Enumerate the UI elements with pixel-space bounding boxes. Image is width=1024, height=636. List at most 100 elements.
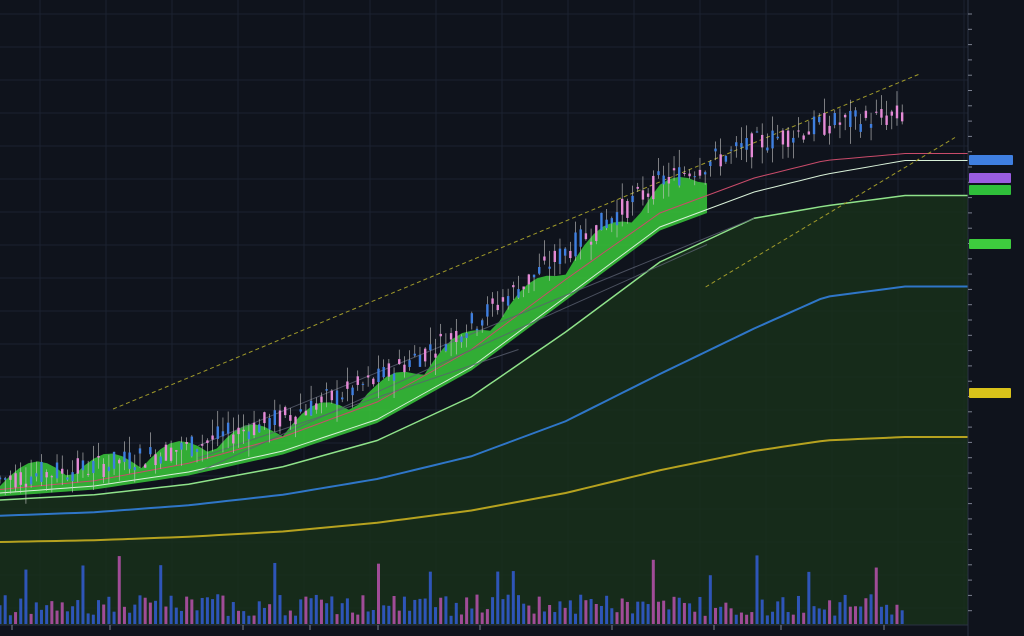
candle-body bbox=[491, 298, 494, 304]
candle-body bbox=[569, 250, 572, 259]
candle-body bbox=[24, 483, 28, 487]
candle-body bbox=[366, 375, 370, 378]
volume-bar bbox=[314, 594, 318, 624]
candle-body bbox=[631, 195, 634, 203]
candle-body bbox=[247, 431, 251, 440]
candle-body bbox=[71, 472, 74, 482]
volume-bar bbox=[480, 612, 484, 624]
volume-bar bbox=[221, 595, 225, 624]
volume-bar bbox=[485, 609, 489, 624]
candle-body bbox=[128, 452, 131, 469]
candle-body bbox=[558, 248, 562, 264]
volume-bar bbox=[848, 606, 852, 624]
candle-body bbox=[81, 460, 85, 471]
ma-50-line bbox=[0, 194, 968, 501]
ma-100-line bbox=[0, 285, 968, 517]
candle-body bbox=[584, 233, 588, 240]
candle-body bbox=[86, 473, 90, 475]
candle-body bbox=[864, 110, 868, 118]
cloud-layer bbox=[0, 176, 968, 625]
volume-bar bbox=[392, 595, 396, 624]
volume-bar bbox=[542, 611, 546, 624]
candle-body bbox=[283, 407, 287, 416]
candle-body bbox=[574, 232, 577, 257]
candle-body bbox=[216, 426, 219, 439]
candle-body bbox=[610, 218, 614, 224]
volume-bar bbox=[252, 615, 256, 624]
volume-bar bbox=[522, 603, 526, 624]
candle-body bbox=[766, 147, 769, 151]
volume-bar bbox=[563, 607, 567, 624]
candle-body bbox=[434, 353, 437, 358]
volume-bar bbox=[237, 610, 241, 624]
volume-bar bbox=[895, 604, 899, 624]
candle-body bbox=[693, 176, 696, 178]
candle-body bbox=[626, 201, 629, 218]
candle-body bbox=[351, 387, 354, 396]
volume-bar bbox=[537, 596, 541, 624]
price-tag-purple bbox=[969, 173, 1011, 183]
volume-bar bbox=[138, 595, 142, 624]
volume-bar bbox=[568, 600, 572, 624]
candle-body bbox=[553, 250, 556, 262]
candle-body bbox=[880, 109, 883, 118]
volume-bar bbox=[50, 601, 54, 624]
candle-body bbox=[885, 115, 888, 125]
candle-body bbox=[413, 353, 416, 356]
candle-body bbox=[600, 212, 603, 231]
candle-body bbox=[828, 125, 831, 134]
volume-bar bbox=[371, 609, 375, 624]
volume-bar bbox=[231, 602, 235, 624]
candle-body bbox=[890, 111, 894, 116]
time-axis[interactable] bbox=[11, 625, 885, 630]
candle-body bbox=[470, 313, 474, 324]
volume-bar bbox=[273, 562, 277, 624]
candle-body bbox=[361, 383, 365, 385]
candle-body bbox=[460, 336, 463, 343]
candle-body bbox=[771, 130, 774, 149]
volume-bar bbox=[86, 613, 90, 624]
candle-body bbox=[40, 461, 43, 482]
candle-body bbox=[496, 304, 499, 311]
volume-bar bbox=[449, 615, 453, 624]
candle-body bbox=[709, 161, 712, 167]
candle-body bbox=[786, 130, 790, 147]
fast-ma-line bbox=[0, 153, 968, 490]
candle-body bbox=[678, 167, 681, 186]
volume-bar bbox=[179, 610, 183, 624]
candle-body bbox=[517, 289, 520, 298]
volume-bar bbox=[874, 567, 878, 624]
candle-body bbox=[724, 155, 728, 162]
candle-body bbox=[745, 138, 748, 150]
candle-body bbox=[859, 124, 862, 132]
volume-bar bbox=[91, 614, 95, 624]
volume-bar bbox=[610, 608, 614, 624]
candle-body bbox=[439, 333, 442, 337]
candle-body bbox=[729, 149, 733, 151]
channel-line bbox=[197, 217, 755, 447]
volume-bar bbox=[71, 606, 75, 624]
volume-bar bbox=[822, 609, 826, 624]
candle-body bbox=[636, 186, 639, 189]
volume-bar bbox=[190, 599, 194, 624]
volume-bar bbox=[625, 601, 629, 624]
volume-bar bbox=[319, 599, 323, 624]
volume-bar bbox=[750, 612, 754, 624]
volume-bar bbox=[14, 612, 18, 624]
volume-bar bbox=[413, 599, 417, 624]
volume-bar bbox=[828, 600, 832, 624]
candle-body bbox=[372, 378, 375, 385]
candle-body bbox=[662, 175, 665, 185]
candle-body bbox=[807, 131, 811, 135]
candle-body bbox=[843, 114, 847, 118]
volume-bar bbox=[838, 602, 842, 624]
candle-body bbox=[869, 123, 873, 128]
candle-body bbox=[382, 367, 385, 378]
candle-body bbox=[543, 256, 546, 261]
candle-body bbox=[320, 396, 323, 403]
volume-bar bbox=[226, 615, 230, 624]
candle-body bbox=[154, 454, 157, 466]
volume-bar bbox=[76, 600, 80, 624]
candle-body bbox=[14, 473, 17, 488]
candle-body bbox=[304, 410, 308, 416]
